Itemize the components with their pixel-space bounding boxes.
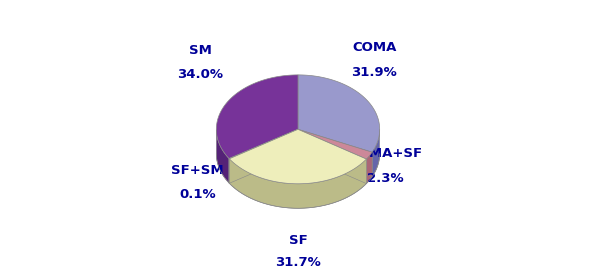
Polygon shape xyxy=(229,129,298,183)
Polygon shape xyxy=(229,129,298,183)
Text: 34.0%: 34.0% xyxy=(177,68,223,81)
Text: 2.3%: 2.3% xyxy=(367,172,403,185)
Polygon shape xyxy=(298,129,372,159)
Text: 31.7%: 31.7% xyxy=(275,256,321,269)
Polygon shape xyxy=(298,129,367,184)
Polygon shape xyxy=(298,129,372,177)
Polygon shape xyxy=(229,129,298,183)
Polygon shape xyxy=(367,152,372,184)
Polygon shape xyxy=(216,130,229,183)
Polygon shape xyxy=(298,129,367,184)
Text: SF+SM: SF+SM xyxy=(171,164,224,177)
Polygon shape xyxy=(229,129,298,183)
Text: SM: SM xyxy=(188,44,212,57)
Text: COMA+SF: COMA+SF xyxy=(348,147,422,160)
Polygon shape xyxy=(229,159,367,208)
Polygon shape xyxy=(229,129,367,184)
Text: 0.1%: 0.1% xyxy=(179,188,216,201)
Polygon shape xyxy=(298,129,372,177)
Polygon shape xyxy=(216,75,298,158)
Polygon shape xyxy=(229,129,298,159)
Text: SF: SF xyxy=(288,235,308,248)
Polygon shape xyxy=(298,75,380,152)
Polygon shape xyxy=(372,129,380,177)
Text: COMA: COMA xyxy=(352,41,396,54)
Text: 31.9%: 31.9% xyxy=(352,66,397,79)
